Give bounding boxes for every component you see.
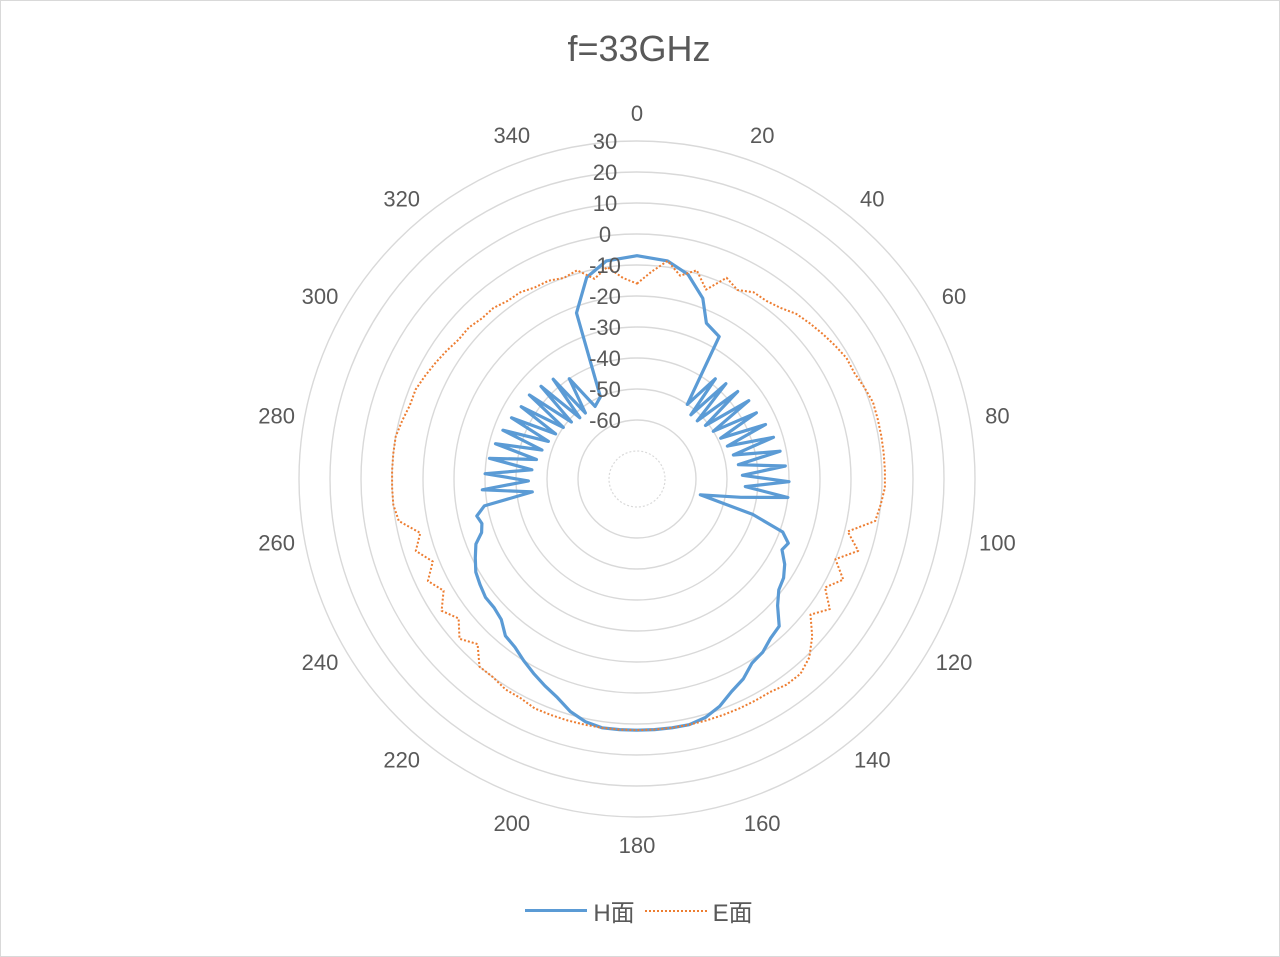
- radial-tick-label: -30: [589, 315, 621, 340]
- angular-tick-label: 20: [750, 123, 774, 148]
- radial-tick-label: 20: [593, 160, 617, 185]
- grid-ring: [391, 233, 883, 725]
- grid-ring-center: [608, 450, 666, 508]
- legend-swatch-e: [644, 909, 707, 912]
- grid-ring: [453, 295, 821, 663]
- radial-tick-label: -50: [589, 377, 621, 402]
- grid-ring: [577, 419, 697, 539]
- angular-tick-label: 280: [258, 403, 295, 428]
- radial-tick-label: -40: [589, 346, 621, 371]
- radial-tick-label: -60: [589, 408, 621, 433]
- angular-tick-label: 120: [936, 650, 973, 675]
- radial-tick-label: 10: [593, 191, 617, 216]
- radial-tick-label: 0: [599, 222, 611, 247]
- legend-label-e: E面: [712, 900, 753, 927]
- radial-grid: [298, 140, 976, 818]
- angular-tick-label: 140: [854, 747, 891, 772]
- angular-tick-label: 300: [302, 284, 339, 309]
- radial-tick-labels: 30 20 10 0 -10 -20 -30 -40 -50 -60: [589, 129, 621, 433]
- grid-ring: [422, 264, 852, 694]
- grid-ring: [546, 388, 728, 570]
- legend-entry-e: E面: [644, 893, 753, 928]
- series-e-line: [391, 259, 886, 732]
- angular-tick-label: 100: [979, 531, 1016, 556]
- series-layer: [391, 254, 886, 732]
- grid-ring: [360, 202, 914, 756]
- angular-tick-label: 340: [493, 123, 530, 148]
- legend: H面 E面: [0, 893, 1278, 928]
- chart-title: f=33GHz: [567, 28, 711, 69]
- angular-tick-label: 260: [258, 531, 295, 556]
- angular-tick-label: 0: [631, 101, 643, 126]
- angular-tick-label: 80: [985, 403, 1009, 428]
- angular-tick-label: 40: [860, 187, 884, 212]
- angular-tick-label: 320: [383, 187, 420, 212]
- grid-ring: [298, 140, 976, 818]
- angular-tick-label: 180: [619, 833, 656, 858]
- radial-tick-label: 30: [593, 129, 617, 154]
- series-h-line: [473, 254, 791, 732]
- legend-label-h: H面: [593, 900, 635, 927]
- angular-tick-label: 160: [744, 811, 781, 836]
- angular-tick-label: 220: [383, 747, 420, 772]
- grid-ring: [329, 171, 945, 787]
- radial-tick-label: -20: [589, 284, 621, 309]
- legend-entry-h: H面: [525, 893, 635, 928]
- radial-tick-label: -10: [589, 253, 621, 278]
- angular-tick-label: 200: [493, 811, 530, 836]
- angular-tick-labels: 0204060801001201401601802002202402602803…: [258, 101, 1016, 858]
- grid-ring: [484, 326, 790, 632]
- legend-swatch-h: [525, 909, 588, 912]
- angular-tick-label: 60: [942, 284, 966, 309]
- angular-tick-label: 240: [302, 650, 339, 675]
